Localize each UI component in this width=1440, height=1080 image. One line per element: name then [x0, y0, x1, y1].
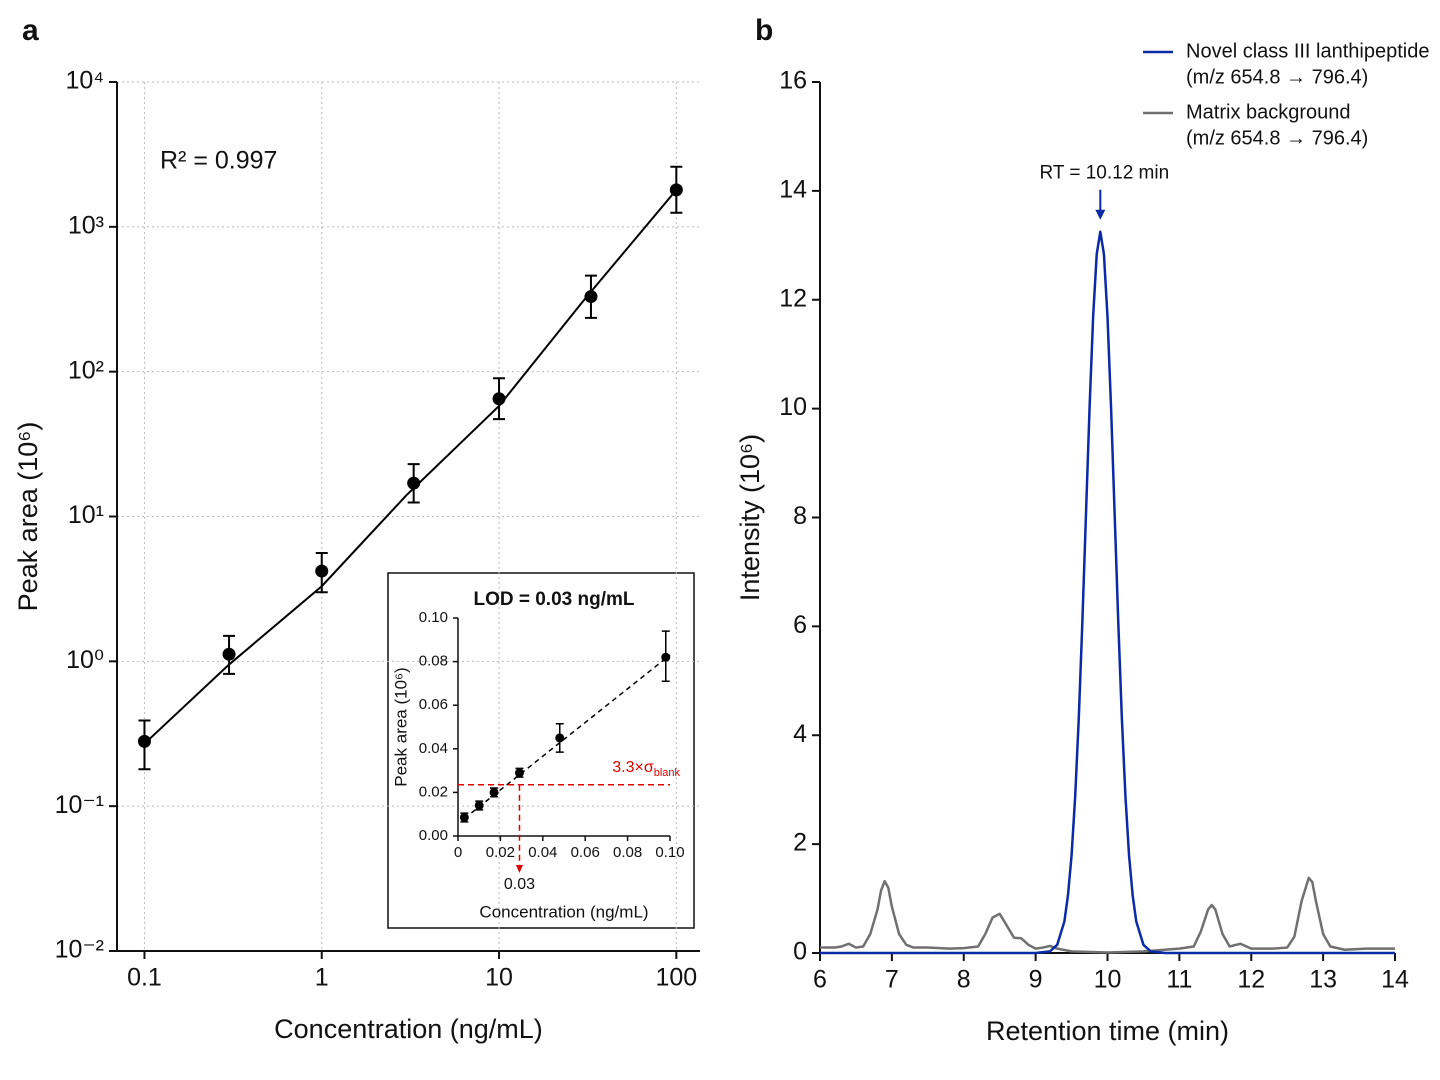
y-tick-label: 2 — [793, 829, 807, 857]
y-tick-label: 8 — [793, 502, 807, 530]
y-tick-label: 10 — [779, 393, 807, 421]
y-tick-label: 0.00 — [419, 827, 448, 844]
legend-label: Matrix background — [1186, 101, 1351, 123]
x-tick-label: 12 — [1237, 966, 1265, 994]
data-point — [661, 652, 671, 662]
legend-label: Novel class III lanthipeptide — [1186, 40, 1429, 62]
lod-label: 0.03 — [504, 876, 535, 893]
peak-annotation: RT = 10.12 min — [1039, 163, 1169, 184]
y-tick-label: 0.06 — [419, 696, 448, 713]
x-tick-label: 10 — [485, 964, 513, 992]
data-point — [315, 564, 329, 578]
x-tick-label: 11 — [1166, 966, 1192, 994]
x-tick-label: 14 — [1381, 966, 1409, 994]
y-tick-label: 10² — [68, 356, 104, 384]
y-tick-label: 0 — [793, 938, 807, 966]
x-tick-label: 9 — [1029, 966, 1043, 994]
legend-detail: (m/z 654.8 → 796.4) — [1186, 127, 1368, 149]
x-axis-title: Concentration (ng/mL) — [274, 1014, 543, 1044]
annotation: R² = 0.997 — [160, 147, 277, 175]
data-point — [514, 768, 524, 778]
data-point — [584, 290, 598, 304]
legend-detail: (m/z 654.8 → 796.4) — [1186, 66, 1368, 88]
y-tick-label: 12 — [779, 284, 807, 312]
y-tick-label: 10⁻¹ — [55, 791, 104, 819]
x-axis-title: Concentration (ng/mL) — [479, 902, 648, 921]
data-point — [222, 647, 236, 661]
data-point — [459, 812, 469, 822]
lod-arrowhead — [515, 865, 523, 873]
data-point — [489, 787, 499, 797]
x-tick-label: 0.10 — [655, 844, 684, 861]
inset-title: LOD = 0.03 ng/mL — [473, 589, 634, 610]
data-point — [492, 392, 506, 406]
y-tick-label: 0.10 — [419, 609, 448, 626]
y-tick-label: 10⁰ — [66, 646, 104, 674]
threshold-label-subscript: blank — [654, 767, 681, 779]
x-tick-label: 10 — [1094, 966, 1122, 994]
y-tick-label: 0.04 — [419, 740, 448, 757]
x-tick-label: 0.08 — [613, 844, 642, 861]
threshold-label-main: 3.3×σ — [612, 759, 654, 776]
data-point — [474, 800, 484, 810]
x-tick-label: 8 — [957, 966, 971, 994]
y-tick-label: 10³ — [68, 211, 104, 239]
y-tick-label: 10⁻² — [55, 936, 104, 964]
y-tick-label: 6 — [793, 611, 807, 639]
threshold-label: 3.3×σblank — [612, 759, 680, 779]
x-tick-label: 0.02 — [486, 844, 515, 861]
data-point — [407, 476, 421, 490]
y-axis-title: Intensity (10⁶) — [735, 434, 765, 601]
y-tick-label: 10¹ — [68, 501, 104, 529]
series-line — [820, 876, 1395, 954]
y-tick-label: 14 — [779, 175, 807, 203]
panel-label: b — [755, 14, 773, 47]
x-tick-label: 7 — [885, 966, 899, 994]
x-tick-label: 0 — [454, 844, 462, 861]
panel-label: a — [22, 14, 39, 47]
y-axis-title: Peak area (10⁶) — [391, 667, 410, 786]
inset-frame — [387, 572, 695, 929]
y-tick-label: 10⁴ — [65, 67, 104, 95]
x-tick-label: 100 — [655, 964, 697, 992]
y-axis-title: Peak area (10⁶) — [13, 422, 43, 612]
x-axis-title: Retention time (min) — [986, 1016, 1229, 1046]
y-tick-label: 0.08 — [419, 653, 448, 670]
x-tick-label: 1 — [315, 964, 329, 992]
x-tick-label: 0.1 — [127, 964, 162, 992]
x-tick-label: 6 — [813, 966, 827, 994]
series-line — [820, 230, 1395, 955]
x-tick-label: 0.06 — [571, 844, 600, 861]
x-tick-label: 13 — [1309, 966, 1337, 994]
y-tick-label: 0.02 — [419, 783, 448, 800]
fit-line — [463, 654, 671, 820]
y-tick-label: 4 — [793, 720, 807, 748]
x-tick-label: 0.04 — [528, 844, 557, 861]
y-tick-label: 16 — [779, 67, 807, 95]
data-point — [669, 183, 683, 197]
peak-arrowhead — [1095, 209, 1106, 220]
data-point — [137, 734, 151, 748]
data-point — [555, 733, 565, 743]
